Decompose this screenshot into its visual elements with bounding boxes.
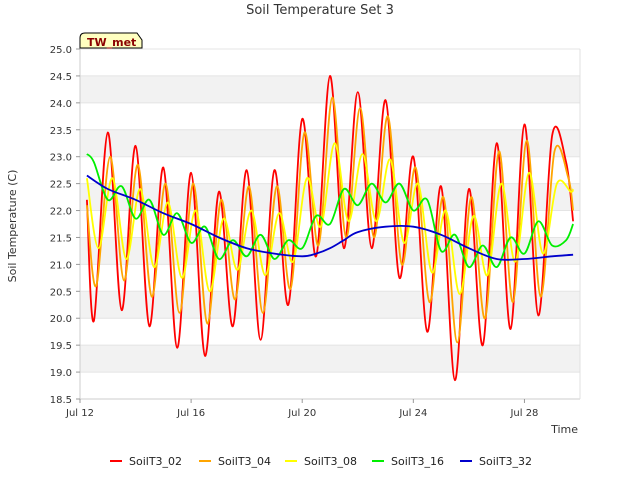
legend-label: SoilT3_32: [479, 454, 533, 468]
y-tick-label: 22.5: [50, 180, 72, 191]
series-line-soilt3-02: [86, 74, 574, 382]
legend-label: SoilT3_04: [218, 454, 272, 468]
y-tick-label: 21.5: [50, 233, 72, 244]
x-tick-label: Jul 28: [509, 408, 538, 419]
x-tick-label: Jul 16: [176, 408, 205, 419]
y-axis-label: Soil Temperature (C): [6, 170, 19, 283]
series-line-soilt3-04: [86, 96, 574, 344]
x-tick-label: Jul 12: [65, 408, 94, 419]
grid-band: [80, 318, 580, 346]
y-tick-label: 20.0: [50, 314, 72, 325]
badge-label: TW_met: [87, 36, 136, 49]
grid-band: [80, 129, 580, 157]
grid-band: [80, 264, 580, 292]
y-tick-label: 24.0: [50, 99, 72, 110]
legend-item: SoilT3_04: [199, 452, 271, 470]
legend-swatch: [199, 460, 211, 462]
y-tick-label: 23.0: [50, 153, 72, 164]
badge-box: [79, 32, 143, 49]
legend-swatch: [285, 460, 297, 462]
legend: SoilT3_02 SoilT3_04 SoilT3_08 SoilT3_16 …: [0, 452, 640, 470]
series-layer: [86, 74, 574, 382]
legend-item: SoilT3_02: [110, 452, 182, 470]
grid-band: [80, 49, 580, 76]
grid-band: [80, 291, 580, 319]
legend-swatch: [110, 460, 122, 462]
y-tick-label: 19.0: [50, 368, 72, 379]
badge: TW_met: [79, 32, 143, 49]
x-tick-label: Jul 20: [287, 408, 316, 419]
y-tick-label: 23.5: [50, 126, 72, 137]
legend-item: SoilT3_32: [460, 452, 532, 470]
y-tick-label: 19.5: [50, 341, 72, 352]
grid-band: [80, 372, 580, 399]
grid-band: [80, 345, 580, 373]
legend-item: SoilT3_16: [372, 452, 444, 470]
series-line-soilt3-16: [86, 153, 574, 268]
legend-label: SoilT3_08: [304, 454, 358, 468]
x-tick-label: Jul 24: [398, 408, 427, 419]
y-tick-label: 20.5: [50, 287, 72, 298]
legend-swatch: [460, 460, 472, 462]
series-line-soilt3-08: [86, 142, 574, 295]
chart-title: Soil Temperature Set 3: [246, 3, 394, 18]
y-tick-label: 25.0: [50, 45, 72, 56]
y-tick-label: 24.5: [50, 72, 72, 83]
legend-swatch: [372, 460, 384, 462]
y-tick-label: 21.0: [50, 260, 72, 271]
legend-label: SoilT3_16: [391, 454, 445, 468]
series-line-soilt3-32: [86, 174, 574, 261]
grid-band: [80, 75, 580, 103]
legend-item: SoilT3_08: [285, 452, 357, 470]
x-axis-label: Time: [550, 423, 578, 436]
y-tick-label: 22.0: [50, 207, 72, 218]
legend-label: SoilT3_02: [129, 454, 183, 468]
axis-layer: 18.5 19.0 19.5 20.0 20.5 21.0 21.5 22.0 22.5 23.0…: [50, 45, 581, 419]
y-tick-label: 18.5: [50, 395, 72, 406]
